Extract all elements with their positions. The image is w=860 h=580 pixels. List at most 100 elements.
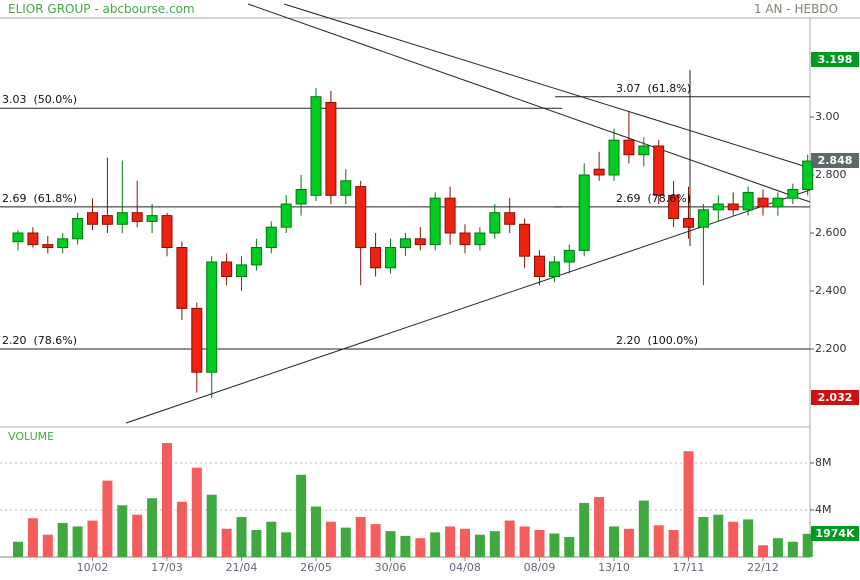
candle — [42, 244, 54, 249]
price-tick-label: 3.00 — [815, 110, 840, 123]
candle — [712, 203, 724, 211]
chart-title: ELIOR GROUP - abcbourse.com — [8, 2, 195, 16]
volume-bar — [147, 498, 158, 557]
candle — [236, 264, 247, 277]
volume-bar — [638, 500, 649, 557]
volume-bar — [564, 537, 575, 557]
volume-pane-label: VOLUME — [8, 430, 55, 443]
candle — [101, 215, 113, 225]
candle — [563, 249, 575, 263]
candle — [504, 212, 516, 225]
volume-bar — [27, 518, 38, 557]
volume-bar — [87, 520, 98, 557]
candle — [295, 189, 307, 205]
volume-bar — [549, 533, 560, 557]
fib-label: 2.20 (100.0%) — [616, 334, 699, 347]
candle — [146, 215, 158, 222]
candle — [638, 145, 650, 156]
date-label: 21/04 — [225, 561, 258, 574]
volume-bar — [266, 521, 277, 557]
candle — [414, 238, 426, 246]
candle — [697, 209, 709, 228]
volume-bar — [400, 535, 411, 557]
volume-bar — [13, 541, 23, 557]
volume-bar — [311, 506, 321, 557]
volume-bar — [102, 480, 113, 557]
fib-label: 2.69 (61.8%) — [2, 191, 78, 205]
candle — [489, 212, 501, 234]
candle — [57, 238, 69, 249]
candle — [12, 232, 24, 243]
volume-bar — [579, 502, 590, 557]
volume-bar — [489, 531, 500, 557]
volume-bar — [758, 545, 768, 557]
volume-bar — [325, 521, 336, 557]
candle — [787, 189, 799, 199]
date-label: 10/02 — [76, 561, 109, 574]
candle — [221, 261, 233, 277]
candle — [727, 203, 739, 211]
volume-bar — [236, 517, 247, 557]
candle — [265, 226, 277, 248]
fib-label: 2.69 (78.6%) — [616, 191, 692, 205]
volume-bar — [176, 501, 187, 557]
candle — [444, 197, 456, 234]
candle — [161, 215, 173, 249]
fib-label: 3.07 (61.8%) — [616, 81, 692, 95]
volume-bar — [251, 529, 262, 557]
trend-line — [283, 3, 811, 169]
candle — [802, 160, 814, 191]
trend-line — [247, 3, 811, 203]
date-label: 30/06 — [374, 561, 407, 574]
date-label: 17/11 — [672, 561, 705, 574]
candle — [653, 145, 665, 196]
volume-bar — [430, 532, 441, 557]
volume-bar — [385, 531, 396, 557]
volume-bar — [296, 474, 307, 557]
candle — [310, 96, 322, 196]
volume-bar — [683, 451, 694, 557]
volume-bar — [787, 541, 798, 557]
volume-tick-label: 8M — [815, 456, 832, 469]
volume-bar — [534, 529, 545, 557]
candle — [370, 247, 382, 269]
volume-bar — [623, 528, 634, 557]
price-tick-label: 2.200 — [815, 342, 847, 355]
candle — [250, 247, 262, 266]
price-last-badge: 2.848 — [811, 153, 859, 169]
candle — [191, 307, 203, 373]
volume-bar — [221, 528, 232, 557]
candle — [534, 255, 545, 278]
volume-bar — [772, 538, 783, 557]
volume-bar — [57, 522, 68, 557]
candle — [176, 247, 188, 309]
candle — [668, 194, 680, 220]
candle — [772, 197, 784, 208]
price-tick-label: 2.600 — [815, 226, 847, 239]
candle — [27, 232, 39, 246]
volume-last-badge: 1974K — [811, 525, 859, 541]
date-label: 13/10 — [598, 561, 630, 574]
volume-bar — [281, 532, 292, 557]
candle — [593, 168, 605, 176]
volume-bar — [698, 517, 709, 557]
volume-bar — [132, 514, 143, 557]
volume-bar — [519, 526, 530, 557]
volume-bar — [162, 443, 172, 557]
candle — [399, 238, 411, 249]
price-tick-label: 2.400 — [815, 284, 847, 297]
candle — [72, 218, 84, 240]
candle — [385, 247, 396, 269]
volume-bar — [445, 526, 456, 557]
date-label: 08/09 — [523, 561, 556, 574]
volume-bar — [653, 525, 664, 557]
volume-bar — [474, 534, 485, 557]
candle — [340, 180, 352, 196]
volume-tick-label: 4M — [815, 503, 832, 516]
candle — [87, 212, 98, 225]
volume-bar — [206, 494, 217, 557]
candle — [578, 174, 590, 251]
candle — [474, 232, 486, 246]
